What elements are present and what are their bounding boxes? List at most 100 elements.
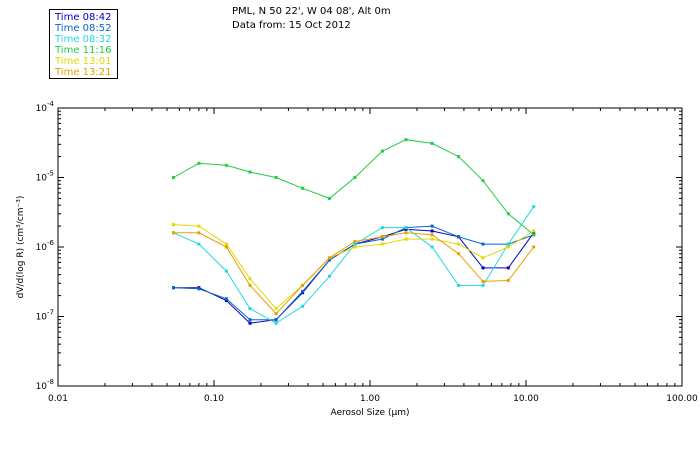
data-point (457, 235, 461, 239)
data-point (506, 279, 510, 282)
data-point (274, 176, 278, 179)
data-point (328, 196, 331, 200)
y-tick-label: 10-8 (36, 378, 54, 392)
data-point (404, 237, 408, 241)
data-point (197, 224, 201, 228)
data-point (248, 283, 252, 287)
data-point (430, 229, 434, 233)
y-tick-label: 10-4 (36, 100, 55, 114)
data-point (506, 212, 510, 216)
data-point (353, 245, 357, 249)
data-point (532, 205, 536, 209)
data-point (224, 269, 228, 273)
data-point (224, 242, 228, 246)
data-date: Data from: 15 Oct 2012 (232, 20, 351, 31)
data-point (532, 231, 536, 235)
data-point (248, 170, 252, 174)
data-point (532, 229, 536, 233)
y-tick-label: 10-5 (36, 170, 54, 184)
data-point (301, 304, 305, 308)
data-point (380, 237, 384, 241)
data-point (404, 226, 408, 230)
data-point (457, 252, 461, 256)
data-point (457, 155, 461, 159)
data-point (506, 242, 510, 246)
legend-entry-0842: Time 08:42 (55, 12, 112, 23)
y-axis-label: dV/d(log R) (cm³/cm⁻³) (16, 196, 26, 299)
data-point (457, 242, 461, 246)
data-point (430, 224, 434, 228)
data-point (506, 266, 510, 270)
data-point (328, 256, 331, 260)
legend-entry-0832: Time 08:32 (55, 34, 112, 45)
data-point (353, 176, 357, 179)
data-point (172, 231, 175, 235)
data-point (481, 179, 485, 183)
data-point (172, 223, 175, 227)
plot-frame (57, 107, 683, 387)
x-tick-label: 0.10 (204, 394, 224, 404)
data-point (172, 286, 175, 290)
data-point (248, 307, 252, 311)
legend-entry-1116: Time 11:16 (55, 45, 112, 56)
x-tick-label: 10.00 (513, 394, 539, 404)
x-tick-label: 100.00 (666, 394, 698, 404)
legend-entry-1321: Time 13:21 (55, 67, 112, 78)
data-point (430, 245, 434, 249)
data-point (224, 245, 228, 249)
data-point (481, 256, 485, 260)
series-line (173, 224, 534, 310)
data-point (172, 176, 175, 179)
legend: Time 08:42 Time 08:52 Time 08:32 Time 11… (49, 9, 118, 79)
data-point (481, 283, 485, 287)
data-point (481, 242, 485, 246)
data-point (481, 279, 485, 283)
data-point (380, 242, 384, 246)
data-point (532, 245, 536, 249)
data-point (457, 283, 461, 287)
data-point (224, 299, 228, 302)
data-point (301, 289, 305, 293)
series-time1301 (172, 223, 536, 311)
data-point (430, 141, 434, 145)
data-point (248, 277, 252, 281)
data-point (224, 163, 228, 167)
data-point (274, 312, 278, 316)
data-point (506, 245, 510, 249)
series-time0852 (172, 224, 536, 322)
series-time1321 (172, 231, 536, 316)
series-line (173, 206, 535, 324)
x-tick-label: 1.00 (360, 394, 380, 404)
data-point (404, 227, 408, 231)
data-point (274, 318, 278, 322)
data-point (328, 258, 331, 262)
data-point (380, 226, 384, 230)
data-point (197, 231, 201, 235)
data-point (380, 149, 384, 153)
site-title: PML, N 50 22', W 04 08', Alt 0m (232, 6, 391, 17)
data-point (248, 321, 252, 325)
legend-entry-1301: Time 13:01 (55, 56, 112, 67)
data-point (274, 307, 278, 311)
x-axis-label: Aerosol Size (µm) (331, 408, 410, 418)
y-tick-label: 10-7 (36, 309, 54, 323)
data-point (430, 237, 434, 241)
data-point (301, 283, 305, 287)
series-time0832 (172, 205, 536, 325)
data-point (274, 321, 278, 325)
data-point (197, 242, 201, 246)
data-point (248, 318, 252, 322)
data-point (197, 161, 201, 165)
data-point (404, 231, 408, 235)
legend-entry-0852: Time 08:52 (55, 23, 112, 34)
data-point (224, 297, 228, 301)
data-point (532, 233, 536, 237)
data-point (430, 233, 434, 237)
data-point (353, 240, 357, 243)
data-point (301, 186, 305, 190)
data-point (481, 266, 485, 270)
data-point (197, 287, 201, 291)
series-line (173, 139, 535, 236)
series-time1116 (172, 138, 536, 237)
